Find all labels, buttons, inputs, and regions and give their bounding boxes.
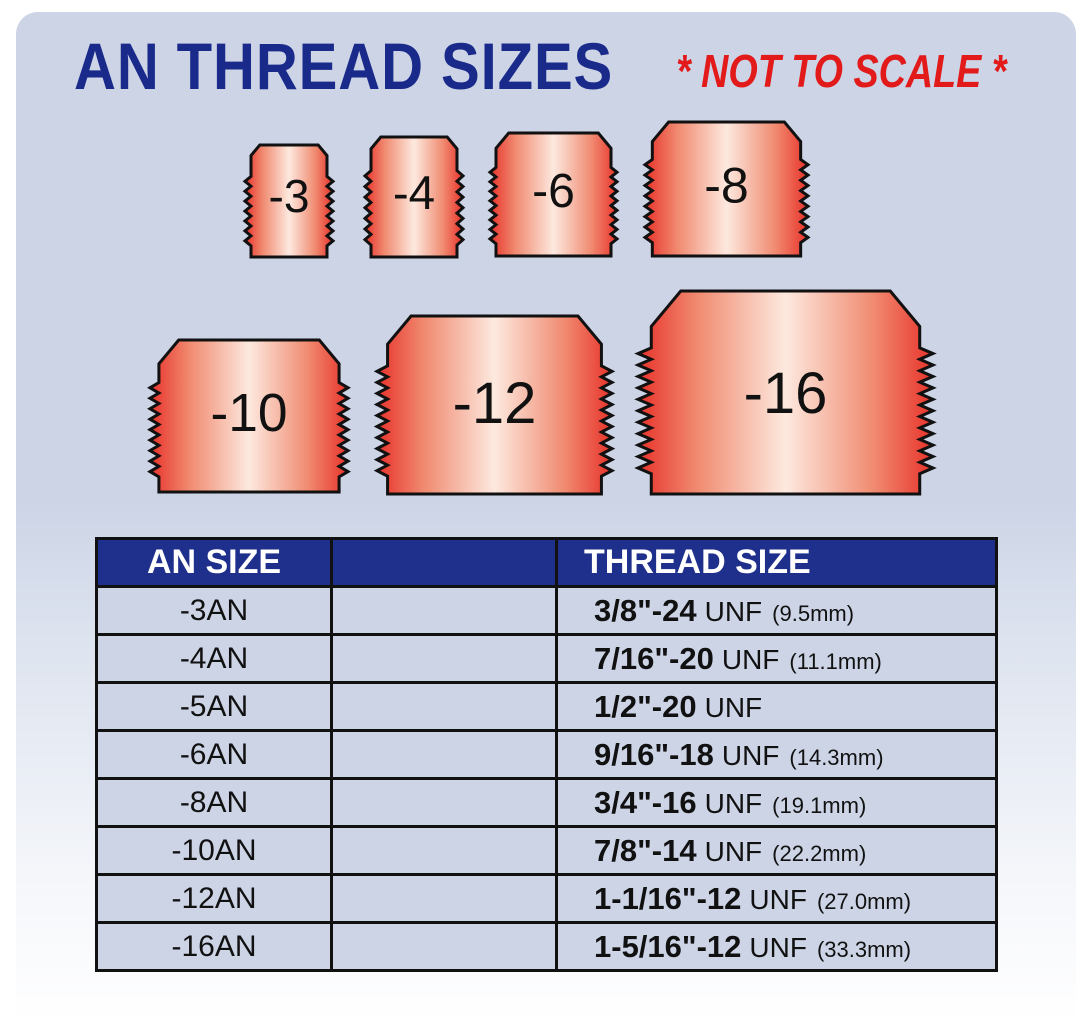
- fitting-label: -6: [532, 164, 575, 218]
- an-size-cell: -10AN: [95, 825, 333, 876]
- thread-standard: UNF: [704, 595, 763, 627]
- table-row: -16AN 1-5/16"-12 UNF (33.3mm): [95, 921, 998, 972]
- thread-fraction: 9/16"-18: [594, 736, 714, 772]
- thread-metric: (19.1mm): [772, 792, 867, 818]
- thread-size-table: AN SIZE THREAD SIZE -3AN 3/8"-24 UNF (9.5m…: [95, 537, 998, 972]
- thread-metric: (11.1mm): [789, 648, 882, 674]
- an-size-cell: -4AN: [95, 633, 333, 684]
- thread-size-cell: 7/8"-14 UNF (22.2mm): [555, 825, 998, 876]
- blank-cell: [330, 873, 558, 924]
- table-row: -6AN 9/16"-18 UNF (14.3mm): [95, 729, 998, 780]
- blank-cell: [330, 825, 558, 876]
- blank-cell: [330, 921, 558, 972]
- thread-standard: UNF: [704, 835, 763, 867]
- fitting-shape: [362, 135, 466, 259]
- table-row: -3AN 3/8"-24 UNF (9.5mm): [95, 585, 998, 636]
- thread-metric: (33.3mm): [816, 936, 912, 962]
- fitting-label: -3: [268, 170, 309, 222]
- thread-standard: UNF: [721, 739, 780, 771]
- fitting-shape: [642, 120, 811, 258]
- thread-metric: (14.3mm): [789, 744, 884, 770]
- thread-fraction: 3/4"-16: [594, 784, 697, 820]
- thread-metric: (22.2mm): [772, 840, 867, 866]
- thread-standard: UNF: [749, 931, 807, 963]
- blank-cell: [330, 729, 558, 780]
- thread-metric: (9.5mm): [772, 600, 855, 626]
- fitting-shape: [147, 338, 351, 494]
- fitting-shape: [373, 314, 616, 496]
- table-row: -4AN 7/16"-20 UNF (11.1mm): [95, 633, 998, 684]
- not-to-scale-note: * NOT TO SCALE *: [676, 45, 1007, 97]
- an-size-cell: -8AN: [95, 777, 333, 828]
- table-row: -8AN 3/4"-16 UNF (19.1mm): [95, 777, 998, 828]
- thread-size-cell: 1-5/16"-12 UNF (33.3mm): [555, 921, 998, 972]
- fitting-shape: [487, 131, 620, 258]
- thread-standard: UNF: [721, 643, 780, 675]
- an-size-cell: -5AN: [95, 681, 333, 732]
- thread-size-cell: 1/2"-20 UNF: [555, 681, 998, 732]
- thread-size-cell: 9/16"-18 UNF (14.3mm): [555, 729, 998, 780]
- thread-metric: (27.0mm): [816, 888, 912, 914]
- fitting-label: -4: [393, 167, 435, 220]
- thread-size-cell: 1-1/16"-12 UNF (27.0mm): [555, 873, 998, 924]
- an-size-cell: -6AN: [95, 729, 333, 780]
- fitting-label: -16: [744, 361, 828, 426]
- thread-fraction: 1-1/16"-12: [594, 880, 742, 916]
- thread-fraction: 1-5/16"-12: [594, 928, 742, 964]
- blank-cell: [330, 633, 558, 684]
- header-an-size: AN SIZE: [95, 537, 333, 588]
- thread-fraction: 7/8"-14: [594, 832, 697, 868]
- table-row: -12AN 1-1/16"-12 UNF (27.0mm): [95, 873, 998, 924]
- fitting-shape: [242, 143, 336, 259]
- page-title: AN THREAD SIZES: [74, 29, 614, 103]
- thread-fraction: 7/16"-20: [594, 640, 714, 676]
- table-header-row: AN SIZE THREAD SIZE: [95, 537, 998, 588]
- an-size-cell: -16AN: [95, 921, 333, 972]
- fitting-label: -10: [210, 384, 287, 443]
- fitting-shape: [634, 289, 937, 496]
- blank-cell: [330, 777, 558, 828]
- fitting-label: -12: [453, 371, 537, 436]
- table-row: -5AN 1/2"-20 UNF: [95, 681, 998, 732]
- fitting-label: -8: [704, 157, 749, 213]
- an-size-cell: -3AN: [95, 585, 333, 636]
- thread-standard: UNF: [749, 883, 807, 915]
- thread-fraction: 1/2"-20: [594, 688, 697, 724]
- thread-size-cell: 7/16"-20 UNF (11.1mm): [555, 633, 998, 684]
- table-row: -10AN 7/8"-14 UNF (22.2mm): [95, 825, 998, 876]
- thread-size-cell: 3/8"-24 UNF (9.5mm): [555, 585, 998, 636]
- blank-cell: [330, 681, 558, 732]
- an-size-cell: -12AN: [95, 873, 333, 924]
- thread-standard: UNF: [704, 691, 763, 723]
- thread-size-cell: 3/4"-16 UNF (19.1mm): [555, 777, 998, 828]
- header-blank: [330, 537, 558, 588]
- fittings-illustration: -3 -4 -6 -8 -10 -12 -16: [147, 120, 937, 496]
- thread-fraction: 3/8"-24: [594, 592, 697, 628]
- blank-cell: [330, 585, 558, 636]
- thread-standard: UNF: [704, 787, 763, 819]
- header-thread-size: THREAD SIZE: [555, 537, 998, 588]
